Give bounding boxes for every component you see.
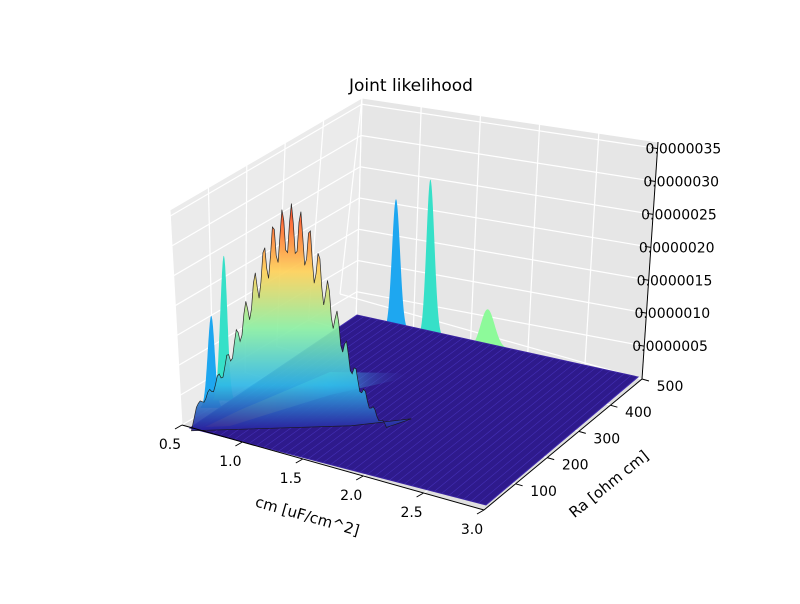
z-gridline [361, 103, 658, 150]
y-axis-line [483, 378, 643, 511]
z-tick-mark [647, 212, 654, 215]
y-tick-mark [547, 457, 555, 461]
y-wall-projection [466, 309, 509, 349]
y-tick-mark [515, 483, 523, 487]
mesh-line [404, 359, 561, 485]
x-tick-mark [476, 509, 485, 515]
x-tick-mark [235, 441, 243, 447]
z-gridline [360, 134, 656, 183]
x-axis-ticks: 0.5 1.0 1.5 2.0 2.5 3.0 [159, 424, 485, 538]
z-gridline-left [175, 197, 360, 307]
surface-peak [191, 203, 412, 432]
z-gridline-left [173, 166, 361, 277]
x-tick-label: 1.0 [219, 454, 241, 470]
mesh-line [382, 355, 540, 479]
z-gridline [358, 228, 649, 281]
y-tick-mark [641, 378, 650, 382]
x-tick-label: 1.5 [280, 471, 302, 487]
z-tick-label: 0.0000020 [639, 240, 715, 256]
x-tick-label: 2.5 [400, 505, 422, 521]
y-wall-projection [418, 179, 443, 338]
y-wall-gridline [339, 97, 363, 295]
z-tick-mark [644, 245, 651, 248]
mesh-line [397, 358, 554, 483]
x-axis-line [181, 424, 485, 511]
mesh-line [456, 370, 611, 498]
z-tick-mark [651, 147, 658, 150]
mesh-line [471, 373, 625, 502]
mesh-line [367, 351, 526, 475]
mesh-line [426, 364, 582, 490]
y-tick-label: 400 [625, 405, 652, 421]
mesh-line [419, 362, 575, 488]
mesh-line [286, 334, 449, 454]
x-tick-label: 0.5 [159, 437, 181, 453]
mesh-line [352, 348, 512, 471]
mesh-line [293, 336, 456, 456]
mesh-line [330, 344, 491, 465]
mesh-line [323, 342, 484, 463]
x-tick-label: 2.0 [340, 488, 362, 504]
z-tick-label: 0.0000025 [641, 207, 717, 223]
x-tick-mark [416, 492, 424, 498]
x-tick-label: 3.0 [461, 522, 483, 538]
y-tick-label: 200 [562, 458, 589, 474]
mesh-line [374, 353, 533, 477]
y-tick-mark [610, 404, 618, 408]
mesh-line [300, 338, 463, 458]
z-tick-mark [638, 344, 645, 347]
z-axis-ticks: 0.0000005 0.0000010 0.0000015 0.0000020 0.00… [632, 142, 721, 356]
x-tick-mark [295, 458, 304, 464]
z-gridline [357, 259, 647, 314]
z-tick-mark [640, 311, 647, 314]
surface [188, 203, 640, 506]
z-tick-label: 0.0000030 [643, 175, 719, 191]
z-tick-mark [642, 278, 649, 281]
z-tick-label: 0.0000015 [637, 273, 713, 289]
mesh-line [463, 372, 618, 500]
z-tick-label: 0.0000035 [646, 142, 722, 158]
z-gridline-left [171, 134, 362, 247]
mesh-line [485, 376, 639, 506]
x-tick-mark [355, 475, 364, 481]
chart-title: Joint likelihood [348, 76, 473, 96]
x-tick-mark [174, 424, 183, 430]
wall-projections [200, 179, 509, 408]
mesh-line [448, 369, 604, 496]
mesh-line [308, 339, 470, 460]
z-tick-label: 0.0000010 [634, 306, 710, 322]
mesh-line [411, 361, 568, 486]
y-tick-label: 300 [593, 431, 620, 447]
y-wall-projection [384, 199, 409, 331]
mesh-line [345, 347, 505, 469]
y-tick-label: 500 [657, 379, 684, 395]
mesh-line [434, 365, 590, 492]
y-tick-label: 100 [530, 484, 557, 500]
mesh-line [337, 345, 498, 467]
x-gridline [483, 407, 659, 511]
z-gridline [356, 291, 645, 347]
mesh-line [478, 375, 632, 504]
z-tick-label: 0.0000005 [632, 339, 708, 355]
z-tick-mark [649, 180, 656, 182]
z-gridline [360, 166, 654, 216]
z-gridline-left [170, 103, 363, 217]
mesh-line [441, 367, 597, 494]
mesh-line [360, 350, 519, 473]
z-gridline [359, 197, 651, 248]
mesh-line [389, 356, 547, 481]
y-tick-mark [578, 430, 586, 434]
mesh-line [315, 341, 477, 461]
